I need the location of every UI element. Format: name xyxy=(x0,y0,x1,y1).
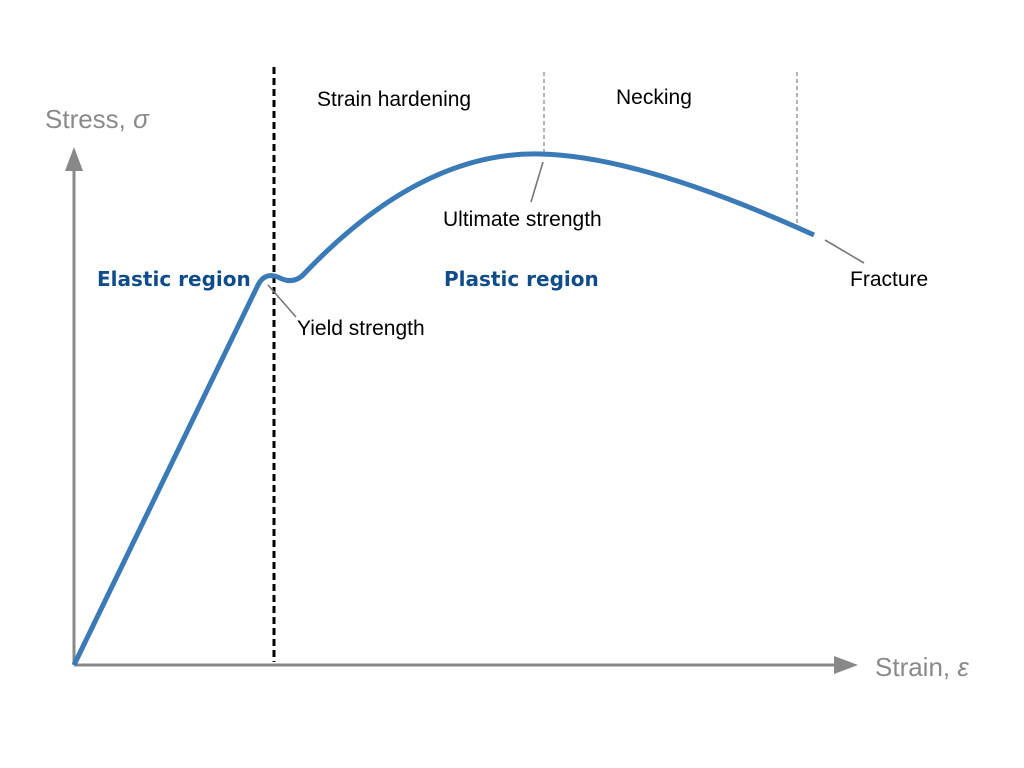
ultimate-strength-leader xyxy=(530,161,544,203)
yield-strength-leader xyxy=(267,284,297,318)
necking-label: Necking xyxy=(616,86,692,109)
stress-strain-curve xyxy=(71,151,816,667)
plastic-region-label: Plastic region xyxy=(444,267,599,291)
x-axis-title: Strain, ε xyxy=(875,652,969,682)
elastic-region-label: Elastic region xyxy=(97,267,251,291)
x-axis-arrowhead xyxy=(834,656,858,674)
strain-hardening-label: Strain hardening xyxy=(317,88,471,111)
ultimate-strength-label: Ultimate strength xyxy=(443,208,602,231)
y-axis-title: Stress, σ xyxy=(45,104,150,134)
y-axis-arrowhead xyxy=(65,147,83,171)
x-axis-title-text: Strain, xyxy=(875,652,957,682)
sigma-symbol: σ xyxy=(133,104,150,134)
y-axis-title-text: Stress, xyxy=(45,104,133,134)
fracture-leader xyxy=(824,239,865,264)
fracture-label: Fracture xyxy=(850,268,928,291)
epsilon-symbol: ε xyxy=(957,652,969,682)
yield-strength-label: Yield strength xyxy=(297,317,425,340)
